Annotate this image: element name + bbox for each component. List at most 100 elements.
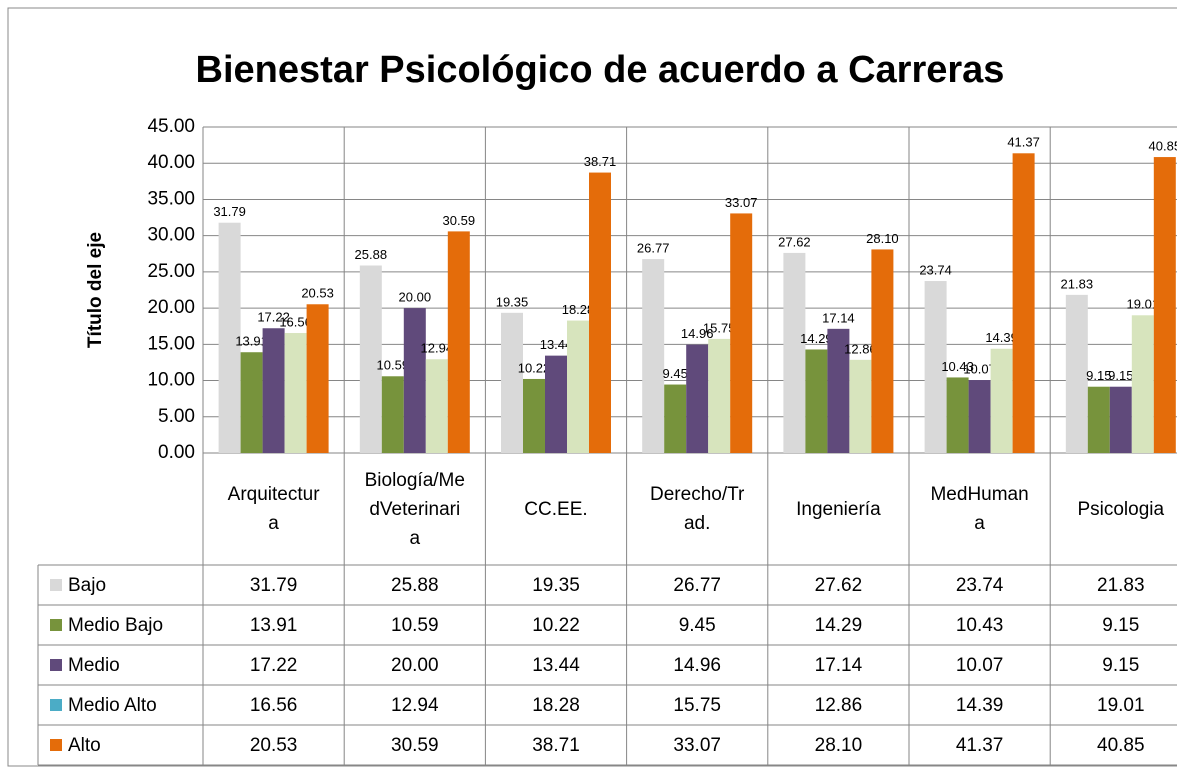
table-cell: 12.86 — [815, 695, 863, 716]
bar — [805, 349, 828, 453]
table-cell: 9.45 — [679, 615, 716, 636]
table-cell: 20.53 — [250, 735, 298, 756]
x-tick-label: Biología/MedVeterinaria — [364, 469, 465, 549]
y-tick-label: 10.00 — [147, 370, 195, 391]
data-label: 23.74 — [919, 262, 952, 277]
data-label: 28.10 — [866, 231, 899, 246]
y-tick-label: 35.00 — [147, 188, 195, 209]
y-tick-label: 25.00 — [147, 261, 195, 282]
table-cell: 14.39 — [956, 695, 1004, 716]
legend-key — [50, 739, 62, 751]
x-tick-label: CC.EE. — [524, 498, 588, 520]
data-label: 25.88 — [355, 247, 388, 262]
data-label: 13.91 — [235, 334, 268, 349]
bar — [523, 378, 545, 453]
x-tick-label-box: Ingeniería — [796, 499, 881, 520]
chart-title: Bienestar Psicológico de acuerdo a Carre… — [196, 49, 1005, 91]
table-cell: 9.15 — [1102, 615, 1139, 636]
legend-label: Medio — [68, 655, 120, 676]
bar — [686, 344, 709, 453]
bar — [240, 352, 263, 453]
x-tick-label-box: Biología/MedVeterinaria — [364, 469, 465, 549]
x-tick-label: MedHumana — [930, 484, 1029, 534]
table-cell: 15.75 — [673, 695, 721, 716]
legend-key — [50, 619, 62, 631]
bar — [708, 338, 731, 453]
legend-key — [50, 699, 62, 711]
table-cell: 38.71 — [532, 735, 580, 756]
bar — [946, 377, 969, 453]
data-label: 10.22 — [518, 360, 551, 375]
data-label: 41.37 — [1007, 135, 1040, 150]
y-tick-label: 5.00 — [158, 406, 195, 427]
data-label: 9.15 — [1108, 368, 1133, 383]
bar — [1153, 157, 1176, 453]
bar — [262, 328, 285, 453]
table-cell: 28.10 — [815, 735, 863, 756]
data-label: 10.07 — [963, 361, 996, 376]
bar — [545, 355, 567, 453]
y-tick-label: 30.00 — [147, 225, 195, 246]
bar — [664, 384, 687, 453]
data-label: 10.43 — [941, 359, 974, 374]
y-tick-label: 0.00 — [158, 442, 195, 463]
legend-label: Medio Alto — [68, 695, 157, 716]
data-label: 9.45 — [663, 366, 688, 381]
table-cell: 10.22 — [532, 615, 580, 636]
table-cell: 19.01 — [1097, 695, 1145, 716]
table-cell: 10.07 — [956, 655, 1004, 676]
x-tick-label-box: MedHumana — [930, 484, 1029, 534]
legend-label: Bajo — [68, 575, 106, 596]
bar — [447, 231, 470, 453]
bar — [849, 359, 872, 453]
bar — [730, 213, 753, 453]
table-cell: 18.28 — [532, 695, 580, 716]
table-cell: 41.37 — [956, 735, 1004, 756]
bar — [359, 265, 382, 453]
y-tick-label: 15.00 — [147, 333, 195, 354]
bar — [306, 304, 329, 453]
data-label: 17.22 — [257, 310, 290, 325]
data-label: 15.75 — [703, 320, 736, 335]
data-label: 9.15 — [1086, 368, 1111, 383]
data-label: 21.83 — [1061, 276, 1094, 291]
table-cell: 17.14 — [815, 655, 863, 676]
data-label: 12.86 — [844, 341, 877, 356]
bar — [1012, 153, 1035, 453]
table-cell: 17.22 — [250, 655, 298, 676]
legend-key — [50, 659, 62, 671]
data-label: 17.14 — [822, 310, 855, 325]
data-label: 19.01 — [1127, 297, 1160, 312]
bar — [990, 348, 1013, 453]
bar — [1065, 294, 1088, 453]
data-label: 40.85 — [1149, 139, 1177, 154]
y-tick-label: 45.00 — [147, 116, 195, 137]
table-cell: 27.62 — [815, 575, 863, 596]
data-label: 20.00 — [399, 290, 432, 305]
bar — [425, 359, 448, 453]
x-tick-label-box: Derecho/Trad. — [650, 484, 744, 534]
table-cell: 13.44 — [532, 655, 580, 676]
data-label: 31.79 — [213, 204, 246, 219]
table-cell: 19.35 — [532, 575, 580, 596]
table-cell: 20.00 — [391, 655, 439, 676]
table-cell: 25.88 — [391, 575, 439, 596]
legend-label: Medio Bajo — [68, 615, 163, 636]
y-tick-label: 40.00 — [147, 152, 195, 173]
data-label: 14.29 — [800, 331, 833, 346]
bar — [218, 222, 241, 453]
data-label: 14.39 — [985, 330, 1018, 345]
bar — [1131, 315, 1154, 453]
data-label: 26.77 — [637, 241, 670, 256]
table-cell: 30.59 — [391, 735, 439, 756]
data-label: 33.07 — [725, 195, 758, 210]
bar — [642, 259, 665, 453]
bar — [1087, 386, 1110, 453]
table-cell: 9.15 — [1102, 655, 1139, 676]
bar — [381, 376, 404, 453]
table-cell: 10.43 — [956, 615, 1004, 636]
y-tick-label: 20.00 — [147, 297, 195, 318]
y-axis-label: Título del eje — [85, 232, 106, 348]
bar — [589, 172, 611, 453]
bar — [783, 252, 806, 453]
